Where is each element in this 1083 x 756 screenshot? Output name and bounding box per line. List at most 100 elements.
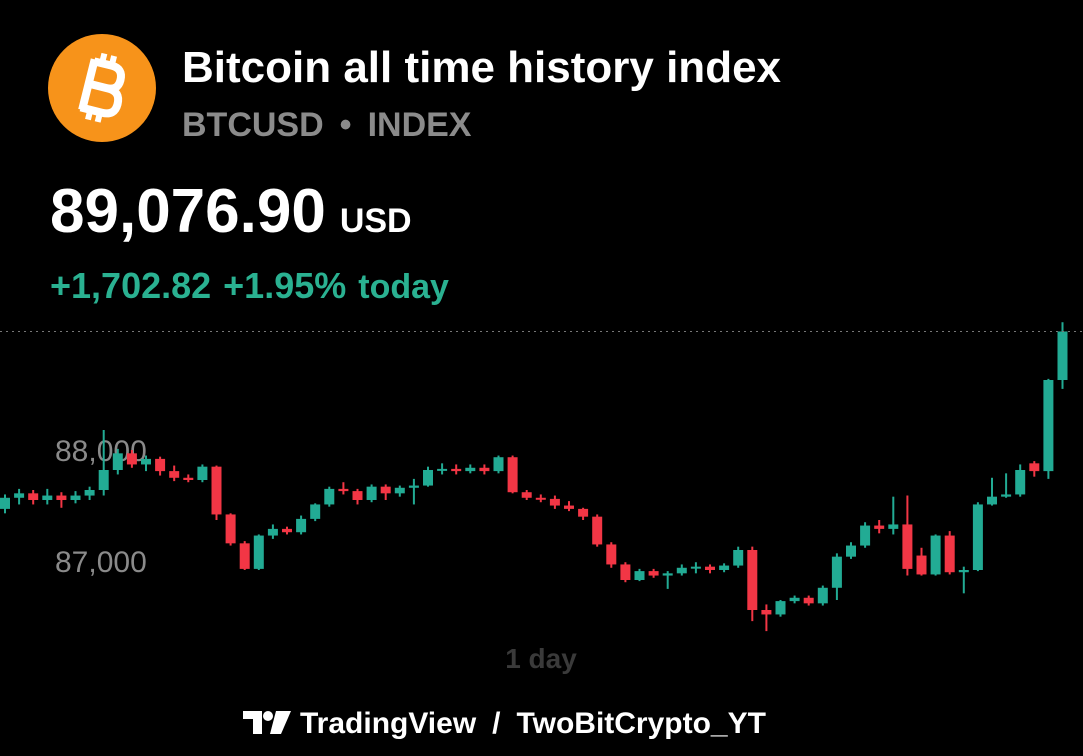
interval-label: 1 day [505,643,577,674]
candle-body [253,535,264,569]
candle-body [451,468,462,472]
tradingview-logo [243,711,291,734]
candle-body [775,601,786,615]
candle-body [1015,470,1026,495]
symbol: BTCUSD [182,106,324,144]
candle-body [521,492,532,498]
candle-body [761,610,772,615]
candle-body [592,516,603,545]
candle-body [282,528,292,533]
candle-body [479,467,490,472]
candle-body [972,504,983,570]
candle-body [169,471,180,478]
candle-body [535,497,546,500]
candle-body [408,485,419,488]
candle-body [423,470,433,486]
candle-body [902,524,913,569]
candle-body [831,556,842,588]
footer-line: TradingView / TwoBitCrypto_YT [300,707,766,740]
candle-body [860,525,871,546]
change-percent: +1.95% [223,265,346,306]
candle-body [690,566,701,569]
candle-body [549,498,560,506]
price: 89,076.90 [50,177,326,246]
candle-body [733,550,744,566]
candle-body [352,491,363,500]
candle-body [225,514,236,544]
candle-body [197,466,208,480]
candle-body [747,550,758,610]
candle-body [155,458,166,472]
candle-body [719,565,730,570]
candle-body [817,587,828,604]
candle-body [338,488,349,492]
footer-separator: / [492,707,501,740]
candle-body [888,524,899,529]
bitcoin-logo [48,34,156,142]
candle-body [705,566,715,570]
candle-body [846,545,856,557]
candle-body [70,495,81,500]
change-period: today [358,268,449,306]
title: Bitcoin all time history index [182,43,782,92]
price-line: 89,076.90 USD [50,177,412,246]
candle-body [465,467,476,472]
candle-body [648,571,659,576]
logo-b [78,52,125,123]
candle-body [944,535,955,573]
candle-body [620,564,631,580]
currency: USD [340,202,412,240]
candle-body [42,495,53,500]
candle-body [324,488,335,505]
candle-body [1043,380,1054,472]
candle-body [564,505,574,509]
candle-body [394,487,405,494]
candle-body [1001,494,1012,497]
candle-body [296,518,307,533]
candle-body [676,567,687,574]
candle-body [366,486,377,500]
candle-body [84,490,95,496]
candle-body [211,466,222,515]
candle-body [1029,463,1040,472]
candle-body [493,457,504,472]
candle-body [606,544,617,565]
candle-body [958,570,969,573]
candle-body [0,497,10,509]
candle-body [916,555,927,575]
candle-body [874,525,885,529]
footer: TradingView / TwoBitCrypto_YT [243,707,766,740]
candle-body [789,597,800,602]
candle-body [987,496,997,505]
candle-body [662,573,673,576]
candle-body [112,453,123,470]
author: TwoBitCrypto_YT [517,707,766,740]
candle-body [930,535,941,575]
candle-body [141,458,151,465]
change-line: +1,702.82 +1.95% today [50,265,449,306]
candle-body [183,477,194,480]
candle-body [14,493,25,498]
candle-body [1057,331,1068,380]
candle-body [126,453,137,465]
change: +1,702.82 [50,265,211,306]
candle-body [239,543,250,569]
candle-body [437,468,448,471]
candle-body [380,486,391,494]
candle-body [634,571,645,580]
candle-body [267,528,278,536]
candle-body [310,504,321,519]
y-tick-label: 87,000 [55,546,147,579]
separator: • [340,106,352,144]
candle-body [507,457,518,493]
candle-body [578,508,589,517]
candle-body [56,495,67,500]
candle-body [28,493,39,500]
subtitle: BTCUSD • INDEX [182,106,472,144]
candle-body [803,597,814,604]
brand: TradingView [300,707,477,740]
candle-body [98,470,109,490]
